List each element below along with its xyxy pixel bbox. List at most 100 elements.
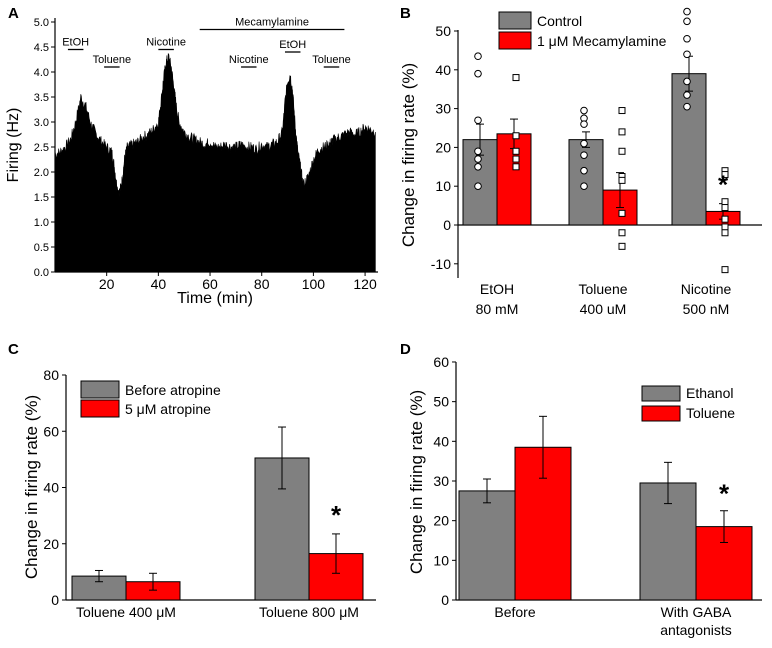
a-y-axis-label: Firing (Hz) <box>5 108 22 183</box>
b-legend-label: Control <box>537 13 582 29</box>
b-y-tick-label: -10 <box>431 256 451 272</box>
b-data-point <box>474 147 482 156</box>
b-data-point <box>474 163 482 171</box>
b-data-point <box>618 107 626 115</box>
d-y-tick-label: 10 <box>433 552 449 568</box>
d-y-axis-label: Change in firing rate (%) <box>407 390 426 574</box>
b-data-point <box>512 155 520 163</box>
b-significance-marker: * <box>718 170 729 200</box>
d-y-tick-label: 0 <box>441 592 449 608</box>
panel-c: C 0 20 40 60 80 * Toluene 400 μM Toluene 800 … <box>8 341 376 620</box>
b-data-point <box>580 120 588 128</box>
d-category-label: With GABA <box>661 604 732 620</box>
a-drug-label: EtOH <box>279 39 306 51</box>
a-drug-label: Nicotine <box>146 37 186 49</box>
panel-d: D 0 10 20 30 40 50 60 * Before With GABA antagon… <box>400 341 762 638</box>
panel-d-label: D <box>400 341 411 358</box>
panel-b-label: B <box>400 5 411 22</box>
a-y-tick-label: 1.0 <box>34 217 49 229</box>
a-y-tick-label: 0.0 <box>34 267 49 279</box>
b-legend-label: 1 μM Mecamylamine <box>537 33 667 49</box>
a-drug-annotations: EtOH Toluene Nicotine Mecamylamine Nicotine E… <box>62 17 351 68</box>
b-category-labels: EtOH 80 mM Toluene 400 uM Nicotine 500 nM <box>476 281 732 317</box>
panel-a: A 0.0 0.5 1.0 1.5 2.0 2.5 3.0 3.5 4.0 4.5 5.0 20 40… <box>5 5 378 307</box>
b-y-tick-label: 20 <box>435 139 451 155</box>
a-x-tick-label: 40 <box>151 276 167 292</box>
a-y-tick-label: 0.5 <box>34 242 49 254</box>
a-drug-label: Mecamylamine <box>235 17 309 29</box>
a-drug-label: Toluene <box>312 54 351 66</box>
d-category-labels: Before With GABA antagonists <box>494 604 732 638</box>
b-data-point <box>618 209 626 217</box>
b-category-sublabel: 400 uM <box>580 301 627 317</box>
a-y-tick-label: 3.5 <box>34 92 49 104</box>
b-y-tick-label: 50 <box>435 23 451 39</box>
b-data-point <box>683 17 691 26</box>
b-data-point <box>683 7 691 16</box>
b-bars: * <box>462 7 741 274</box>
b-data-point <box>580 182 588 190</box>
d-y-tick-label: 20 <box>433 513 449 529</box>
b-data-point <box>474 69 482 78</box>
c-y-axis-label: Change in firing rate (%) <box>22 395 41 579</box>
b-data-point <box>474 116 482 125</box>
a-x-ticks: 20 40 60 80 100 120 <box>99 272 377 292</box>
c-legend-swatch <box>80 399 120 418</box>
c-category-label: Toluene 400 μM <box>76 604 176 620</box>
c-y-tick-label: 0 <box>51 592 59 608</box>
a-x-tick-label: 60 <box>202 276 218 292</box>
b-y-tick-label: 10 <box>435 178 451 194</box>
b-data-point <box>474 182 482 190</box>
c-significance-marker: * <box>331 500 342 530</box>
b-y-tick-label: 30 <box>435 101 451 117</box>
b-data-point <box>474 155 482 163</box>
b-data-point <box>580 151 588 159</box>
c-legend: Before atropine 5 μM atropine <box>80 380 221 418</box>
a-y-tick-label: 1.5 <box>34 192 49 204</box>
a-y-tick-label: 2.5 <box>34 142 49 154</box>
b-data-point <box>618 229 626 237</box>
b-y-tick-label: 40 <box>435 62 451 78</box>
a-y-tick-label: 4.5 <box>34 42 49 54</box>
a-y-tick-label: 2.0 <box>34 167 49 179</box>
a-drug-label: Nicotine <box>229 54 269 66</box>
c-y-tick-label: 20 <box>43 536 59 552</box>
b-y-tick-label: 0 <box>443 217 451 233</box>
b-category-label: EtOH <box>480 281 514 297</box>
a-x-tick-label: 120 <box>353 276 377 292</box>
c-bars: * <box>71 426 364 601</box>
b-data-point <box>618 147 626 155</box>
b-data-point <box>580 166 588 175</box>
b-legend-swatch <box>498 11 532 30</box>
d-category-label: Before <box>494 604 535 620</box>
d-y-tick-label: 30 <box>433 473 449 489</box>
d-y-tick-label: 40 <box>433 433 449 449</box>
b-data-point <box>618 176 626 184</box>
b-data-point <box>618 128 626 136</box>
a-y-tick-label: 4.0 <box>34 67 49 79</box>
d-bar <box>458 490 516 601</box>
b-data-point <box>721 204 729 212</box>
b-data-point <box>721 223 729 231</box>
a-y-tick-label: 5.0 <box>34 17 49 29</box>
d-y-tick-label: 50 <box>433 394 449 410</box>
b-category-label: Nicotine <box>681 281 732 297</box>
b-data-point <box>721 229 729 237</box>
d-legend-label: Ethanol <box>686 385 733 401</box>
a-drug-label: EtOH <box>62 37 89 49</box>
d-legend: Ethanol Toluene <box>641 385 735 422</box>
b-category-sublabel: 500 nM <box>683 301 730 317</box>
b-data-point <box>683 91 691 99</box>
panel-a-label: A <box>8 5 19 22</box>
c-category-labels: Toluene 400 μM Toluene 800 μM <box>76 604 359 620</box>
b-data-point <box>512 163 520 171</box>
b-data-point <box>580 106 588 115</box>
c-y-tick-label: 60 <box>43 423 59 439</box>
a-x-tick-label: 20 <box>99 276 115 292</box>
b-legend-swatch <box>498 31 532 50</box>
d-bars: * <box>458 415 753 601</box>
a-x-tick-label: 100 <box>302 276 326 292</box>
c-legend-label: 5 μM atropine <box>125 401 211 417</box>
